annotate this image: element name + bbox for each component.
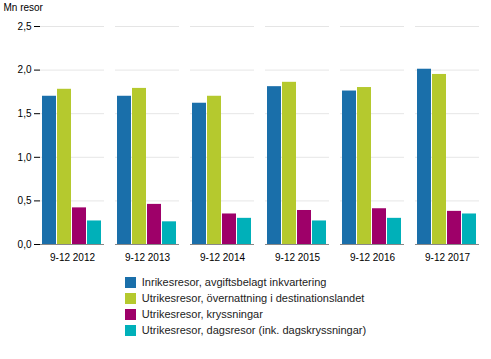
svg-text:Mn resor: Mn resor	[4, 2, 44, 13]
svg-text:1,5: 1,5	[18, 108, 32, 119]
svg-text:9-12 2014: 9-12 2014	[200, 252, 245, 263]
svg-text:1,0: 1,0	[18, 152, 32, 163]
svg-text:9-12 2012: 9-12 2012	[50, 252, 95, 263]
html-text:Utrikesresor, dagsresor (ink.: Utrikesresor, dagsresor (ink. dagskryssn…	[141, 324, 367, 336]
svg-text:0,5: 0,5	[18, 195, 32, 206]
svg-text:2,0: 2,0	[18, 64, 32, 75]
svg-text:0,0: 0,0	[18, 239, 32, 250]
html-text:Utrikesresor, kryssningar: Utrikesresor, kryssningar	[141, 308, 263, 320]
svg-text:9-12 2013: 9-12 2013	[125, 252, 170, 263]
html-text:Inrikesresor, avgiftsbelagt in: Inrikesresor, avgiftsbelagt inkvartering	[141, 276, 327, 288]
svg-text:9-12 2015: 9-12 2015	[275, 252, 320, 263]
html-text:Utrikesresor, övernattning i d: Utrikesresor, övernattning i destination…	[141, 292, 365, 304]
svg-text:9-12 2017: 9-12 2017	[425, 252, 470, 263]
svg-text:9-12 2016: 9-12 2016	[350, 252, 395, 263]
svg-text:2,5: 2,5	[18, 21, 32, 32]
